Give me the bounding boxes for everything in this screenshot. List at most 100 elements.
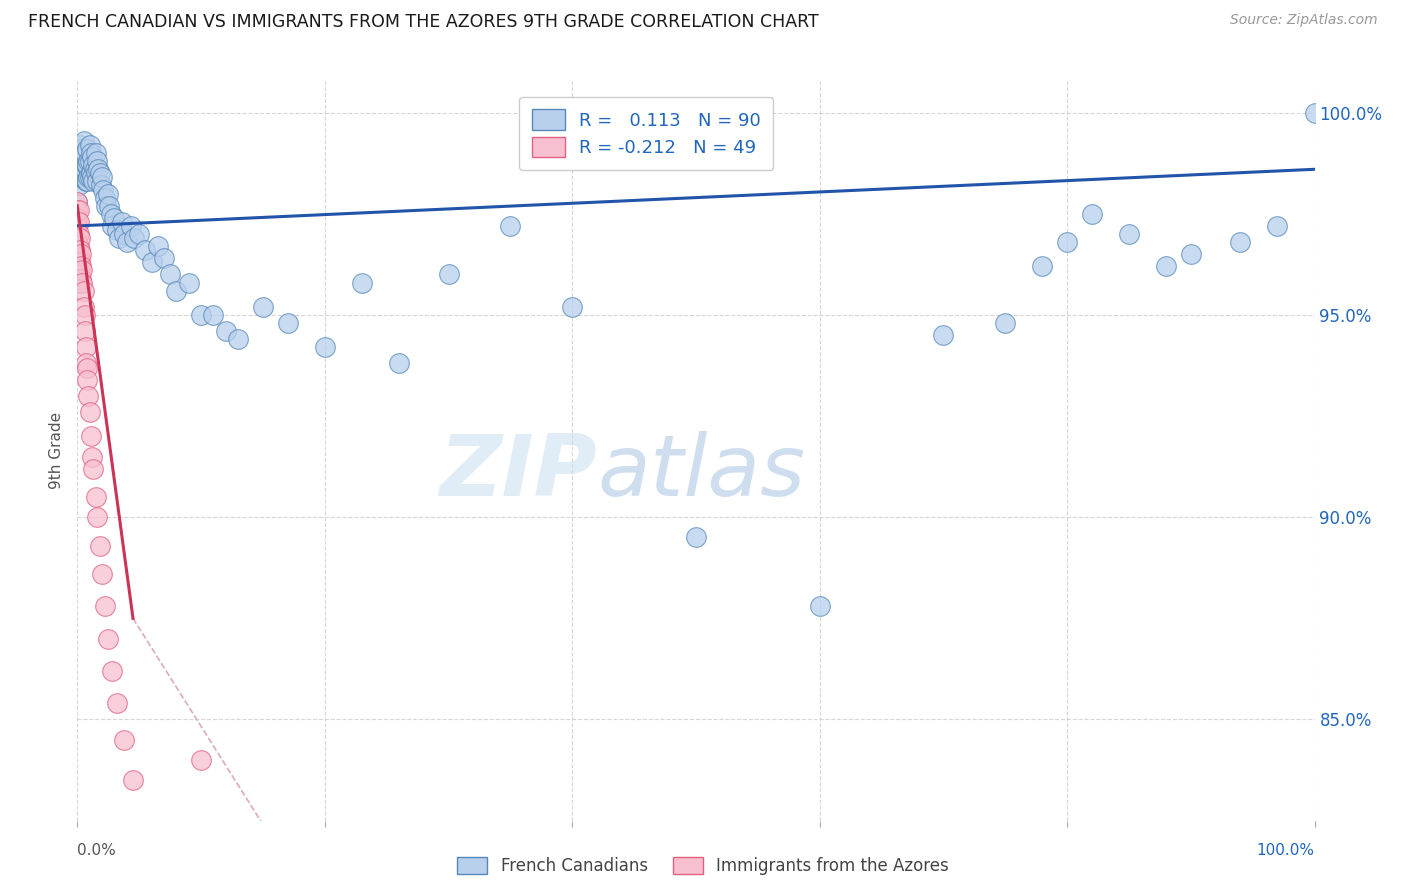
Point [70,142,93,156]
Point [72,166,94,180]
Point [80,166,103,180]
Point [66,211,89,225]
Point [79,170,101,185]
Point [72,150,94,164]
Point [77,154,100,169]
Point [76,158,98,172]
Point [75,340,97,354]
Point [82,158,104,172]
Point [79,405,101,419]
Point [1180,247,1202,261]
Point [70,271,93,285]
Point [499,219,522,233]
Point [122,231,145,245]
Point [1081,207,1104,221]
Text: atlas: atlas [598,431,806,514]
Point [73,146,96,161]
Point [89,166,111,180]
Point [1031,260,1053,274]
Point [215,324,238,338]
Text: ZIP: ZIP [439,431,598,514]
Point [69,268,91,282]
Point [69,138,91,153]
Point [177,276,200,290]
Point [69,255,91,269]
Text: Source: ZipAtlas.com: Source: ZipAtlas.com [1230,13,1378,28]
Point [101,219,124,233]
Point [87,162,110,177]
Point [66,194,89,209]
Point [66,276,89,290]
Point [685,531,707,545]
Point [103,211,125,225]
Point [112,732,135,747]
Point [314,340,336,354]
Point [72,276,94,290]
Point [252,300,274,314]
Point [105,223,128,237]
Point [79,138,101,153]
Point [190,753,212,767]
Point [98,199,121,213]
Point [72,284,94,298]
Point [66,146,89,161]
Point [66,166,89,180]
Point [93,191,115,205]
Point [75,174,97,188]
Point [1154,260,1177,274]
Point [72,134,94,148]
Point [277,316,299,330]
Point [66,202,89,217]
Point [202,308,225,322]
Point [100,207,122,221]
Point [84,146,107,161]
Point [82,150,104,164]
Point [97,186,120,201]
Point [70,162,93,177]
Point [66,260,89,274]
Point [1056,235,1078,249]
Point [76,373,98,387]
Point [67,252,90,266]
Point [350,276,373,290]
Point [105,696,128,710]
Point [72,263,94,277]
Point [86,174,108,188]
Point [75,356,97,370]
Point [86,510,108,524]
Point [67,239,90,253]
Point [82,174,104,188]
Point [67,215,90,229]
Legend: French Canadians, Immigrants from the Azores: French Canadians, Immigrants from the Az… [450,850,956,882]
Point [82,450,104,464]
Point [75,158,97,172]
Point [808,599,831,614]
Point [932,328,955,343]
Point [111,215,134,229]
Point [66,268,89,282]
Point [94,199,117,213]
Y-axis label: 9th Grade: 9th Grade [49,412,65,489]
Point [69,231,91,245]
Point [66,235,89,249]
Point [67,263,90,277]
Point [159,268,181,282]
Point [1229,235,1251,249]
Point [115,235,138,249]
Point [1303,105,1326,120]
Point [120,219,142,233]
Point [226,332,249,346]
Point [128,227,150,241]
Point [67,154,90,169]
Point [165,284,187,298]
Point [67,227,90,241]
Point [108,231,131,245]
Point [69,243,91,257]
Point [66,247,89,261]
Point [77,170,100,185]
Point [83,162,105,177]
Point [86,154,108,169]
Point [91,182,114,196]
Point [122,773,145,788]
Point [91,566,114,581]
